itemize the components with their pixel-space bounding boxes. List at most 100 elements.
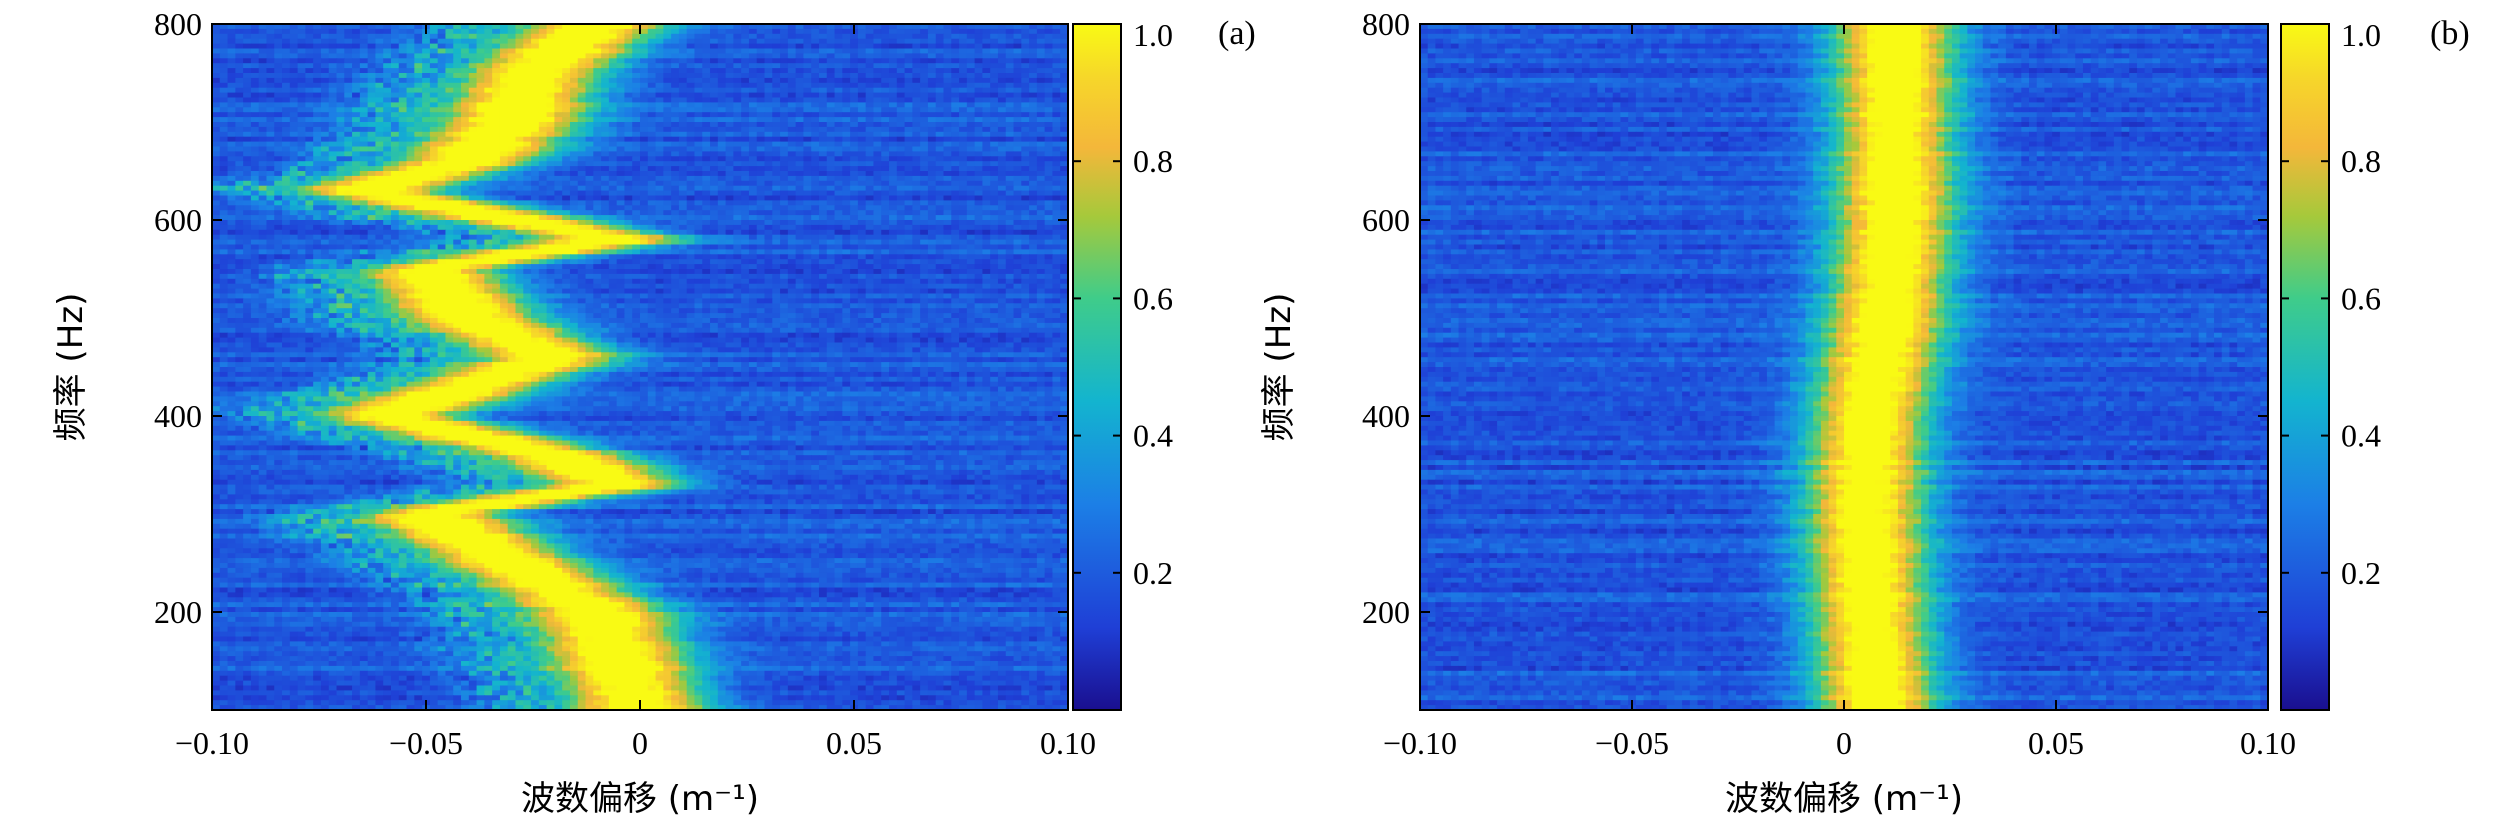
heat-cell — [321, 73, 329, 79]
heat-cell — [391, 29, 399, 35]
heat-cell — [998, 49, 1006, 55]
heat-cell — [337, 102, 345, 108]
heat-cell — [492, 63, 500, 68]
heat-cell — [554, 137, 562, 143]
heat-cell — [422, 63, 430, 68]
heat-cell — [679, 137, 687, 143]
heat-cell — [352, 102, 360, 108]
heat-cell — [1029, 107, 1037, 113]
heat-cell — [461, 88, 469, 94]
heat-cell — [671, 151, 679, 157]
heat-cell — [765, 29, 773, 35]
heat-cell — [515, 147, 523, 153]
heat-cell — [943, 171, 951, 177]
heat-cell — [936, 83, 944, 89]
heat-cell — [702, 112, 710, 118]
heat-cell — [726, 117, 734, 123]
heat-cell — [508, 83, 516, 89]
heat-cell — [547, 156, 555, 162]
heat-cell — [531, 122, 539, 128]
heat-cell — [243, 132, 251, 138]
heat-cell — [337, 78, 345, 84]
heat-cell — [726, 34, 734, 40]
heat-cell — [648, 44, 656, 50]
heat-cell — [796, 93, 804, 99]
heat-cell — [407, 122, 415, 128]
heat-cell — [982, 63, 990, 68]
heat-cell — [765, 102, 773, 108]
heat-cell — [228, 102, 236, 108]
heat-cell — [298, 98, 306, 104]
heat-cell — [337, 171, 345, 177]
heat-cell — [313, 151, 321, 157]
heat-cell — [290, 83, 298, 89]
heat-cell — [718, 58, 726, 64]
heat-cell — [788, 166, 796, 172]
heat-cell — [375, 78, 383, 84]
heat-cell — [430, 39, 438, 45]
heat-cell — [220, 44, 228, 50]
heat-cell — [928, 78, 936, 84]
heat-cell — [928, 161, 936, 167]
heat-cell — [920, 142, 928, 148]
heat-cell — [741, 171, 749, 177]
heat-cell — [1052, 112, 1060, 118]
heat-cell — [274, 132, 282, 138]
heat-cell — [282, 117, 290, 123]
heat-cell — [788, 147, 796, 153]
heat-cell — [624, 127, 632, 132]
heat-cell — [873, 147, 881, 153]
heat-cell — [344, 147, 352, 153]
heat-cell — [212, 161, 220, 167]
heat-cell — [321, 117, 329, 123]
heat-cell — [741, 83, 749, 89]
heat-cell — [578, 44, 586, 50]
heat-cell — [375, 156, 383, 162]
heat-cell — [990, 117, 998, 123]
heat-cell — [741, 112, 749, 118]
heat-cell — [337, 73, 345, 79]
heat-cell — [523, 93, 531, 99]
heat-cell — [461, 29, 469, 35]
heat-cell — [570, 137, 578, 143]
heat-cell — [399, 73, 407, 79]
heat-cell — [889, 156, 897, 162]
heat-cell — [850, 83, 858, 89]
heat-cell — [407, 49, 415, 55]
heat-cell — [539, 151, 547, 157]
heat-cell — [508, 39, 516, 45]
heat-cell — [430, 78, 438, 84]
heat-cell — [383, 147, 391, 153]
heat-cell — [586, 88, 594, 94]
heat-cell — [313, 132, 321, 138]
heat-cell — [881, 166, 889, 172]
heat-cell — [663, 44, 671, 50]
heat-cell — [780, 78, 788, 84]
heat-cell — [298, 34, 306, 40]
heat-cell — [313, 34, 321, 40]
heat-cell — [1014, 171, 1022, 177]
heat-cell — [290, 151, 298, 157]
heat-cell — [352, 107, 360, 113]
heat-cell — [329, 161, 337, 167]
heat-cell — [360, 93, 368, 99]
heat-cell — [266, 53, 274, 59]
heat-cell — [811, 171, 819, 177]
heat-cell — [640, 151, 648, 157]
heat-cell — [212, 98, 220, 104]
heat-cell — [266, 34, 274, 40]
heat-cell — [1014, 132, 1022, 138]
heat-cell — [477, 161, 485, 167]
heat-cell — [391, 151, 399, 157]
heat-cell — [259, 73, 267, 79]
heat-cell — [741, 44, 749, 50]
heat-cell — [951, 68, 959, 74]
heat-cell — [562, 151, 570, 157]
heat-cell — [749, 88, 757, 94]
heat-cell — [694, 171, 702, 177]
heat-cell — [313, 176, 321, 182]
heat-cell — [578, 34, 586, 40]
heat-cell — [305, 83, 313, 89]
heat-cell — [982, 127, 990, 132]
heat-cell — [788, 117, 796, 123]
